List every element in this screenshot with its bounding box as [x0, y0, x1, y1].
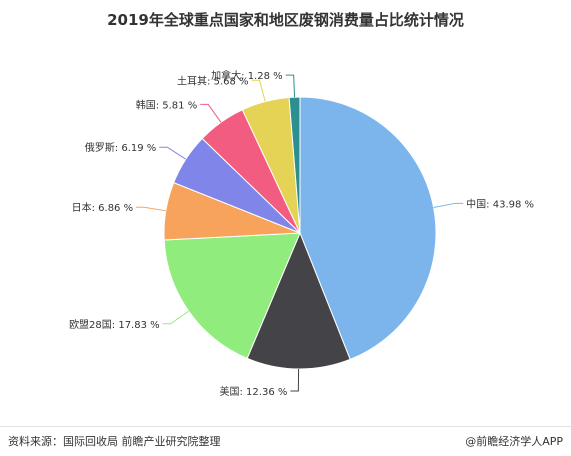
pie-slice-0	[299, 96, 437, 361]
leader-line-0	[433, 202, 464, 208]
data-label-6: 土耳其: 5.68 %	[177, 74, 249, 87]
source-note: 资料来源：国际回收局 前瞻产业研究院整理	[8, 435, 221, 448]
pie-leader-lines	[136, 74, 464, 392]
pie-slices	[163, 96, 437, 370]
data-label-4: 俄罗斯: 6.19 %	[85, 141, 157, 154]
leader-line-7	[285, 74, 296, 98]
leader-line-6	[251, 79, 266, 102]
pie-data-labels: 中国: 43.98 % 美国: 12.36 % 欧盟28国: 17.83 % 日本: …	[69, 69, 534, 398]
footer: 资料来源：国际回收局 前瞻产业研究院整理 @前瞻经济学人APP	[0, 426, 571, 456]
data-label-5: 韩国: 5.81 %	[136, 98, 198, 111]
leader-line-4	[159, 146, 187, 160]
leader-line-5	[200, 103, 222, 123]
leader-line-2	[162, 310, 189, 325]
data-label-7: 加拿大: 1.28 %	[211, 69, 283, 82]
leader-line-1	[290, 368, 300, 392]
pie-chart: 中国: 43.98 % 美国: 12.36 % 欧盟28国: 17.83 % 日本: …	[69, 69, 534, 398]
pie-slice-2	[163, 232, 301, 359]
data-label-2: 欧盟28国: 17.83 %	[69, 319, 160, 331]
data-label-1: 美国: 12.36 %	[220, 385, 288, 398]
data-label-3: 日本: 6.86 %	[72, 201, 134, 214]
pie-slice-7	[288, 96, 301, 234]
brand-credit: @前瞻经济学人APP	[465, 435, 563, 448]
leader-line-3	[136, 206, 166, 212]
data-label-0: 中国: 43.98 %	[466, 197, 534, 210]
pie-slice-1	[246, 231, 351, 370]
chart-title: 2019年全球重点国家和地区废钢消费量占比统计情况	[107, 11, 464, 29]
